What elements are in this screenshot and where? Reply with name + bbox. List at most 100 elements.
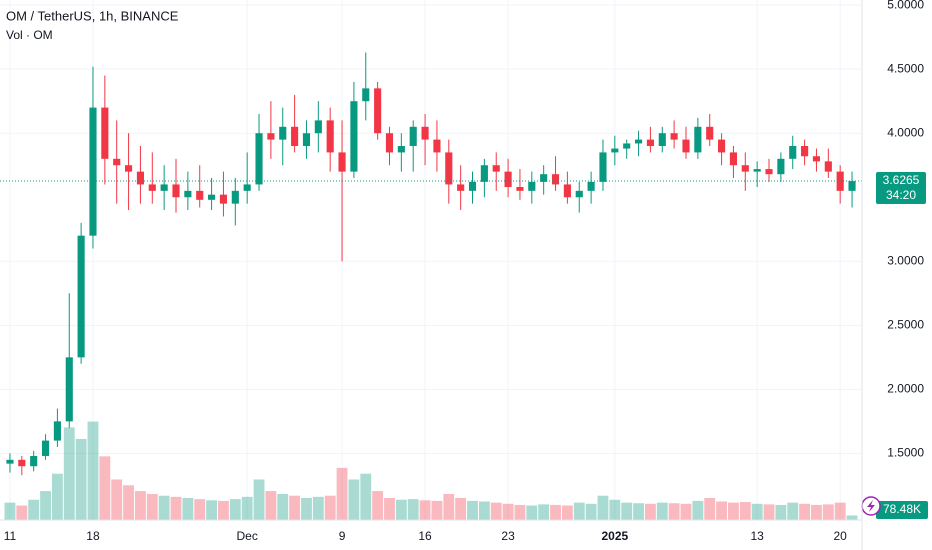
volume-bar — [301, 498, 312, 520]
candle-body — [291, 126, 299, 147]
volume-bar — [372, 491, 384, 520]
volume-bar — [656, 502, 668, 520]
candle-body — [433, 139, 441, 153]
grid — [0, 0, 862, 520]
candle-body — [718, 139, 726, 153]
volume-bar — [811, 504, 822, 520]
volume-bar — [573, 502, 585, 520]
volume-bar — [716, 501, 728, 520]
countdown-label: 34:20 — [886, 188, 916, 202]
candle-body — [706, 126, 714, 140]
volume-bar — [502, 503, 514, 520]
candle-body — [53, 421, 61, 441]
candle-body — [231, 190, 239, 204]
candle-body — [196, 190, 204, 200]
volume-bar — [134, 491, 146, 520]
candle-body — [30, 455, 38, 467]
candle-body — [528, 181, 536, 191]
candle-body — [670, 133, 678, 140]
candle-body — [765, 169, 773, 175]
candle-body — [468, 181, 477, 191]
last-price-box — [876, 172, 926, 205]
candle-body — [374, 88, 382, 134]
volume-bar — [194, 499, 206, 520]
y-tick-label: 2.0000 — [887, 382, 924, 396]
volume-bar — [455, 498, 467, 520]
candle-body — [314, 120, 322, 134]
candle-body — [551, 174, 560, 185]
x-tick-label: 13 — [750, 529, 764, 543]
volume-bar — [16, 505, 28, 520]
candle-body — [812, 156, 821, 162]
candle-body — [125, 165, 133, 172]
candle-body — [77, 235, 85, 358]
candle-body — [172, 184, 180, 198]
candle-body — [694, 126, 702, 153]
candle-body — [18, 459, 26, 467]
volume-bar — [514, 504, 526, 520]
volume-bar — [467, 500, 478, 520]
volume-bar — [312, 496, 324, 520]
volume-bar — [241, 496, 253, 520]
candle-body — [409, 126, 417, 147]
candle-body — [89, 107, 97, 236]
candle-body — [611, 148, 619, 153]
volume-bar — [87, 421, 99, 520]
candle-body — [492, 165, 500, 172]
candle-body — [101, 107, 109, 159]
volume-bar — [490, 502, 502, 520]
candle-body — [6, 459, 14, 464]
volume-bar — [111, 479, 123, 520]
volume-bar — [146, 493, 158, 520]
volume-bar — [668, 503, 680, 520]
candle-body — [516, 186, 524, 191]
x-tick-label: 18 — [86, 529, 100, 543]
volume-bar — [692, 500, 704, 520]
candle-body — [385, 133, 394, 153]
y-tick-label: 4.0000 — [887, 125, 924, 139]
x-tick-label: 23 — [501, 529, 515, 543]
volume-bar — [99, 456, 111, 520]
candle-body — [801, 146, 809, 157]
candle-body — [777, 158, 785, 175]
candle-body — [646, 139, 654, 147]
y-tick-label: 5.0000 — [887, 0, 924, 11]
volume-bar — [478, 501, 490, 520]
x-tick-label: 2025 — [601, 529, 628, 543]
candle-body — [136, 171, 144, 185]
volume-bar — [728, 502, 739, 520]
candle-body — [267, 133, 275, 140]
volume-bar — [561, 505, 573, 520]
volume-bar — [265, 491, 277, 520]
x-tick-label: Dec — [236, 529, 257, 543]
candle-body — [789, 146, 797, 159]
volume-bar — [799, 503, 811, 520]
x-tick-label: 11 — [4, 529, 17, 543]
volume-bar — [443, 493, 455, 520]
lightning-glyph — [867, 500, 875, 512]
volume-bar — [585, 503, 597, 520]
volume-bar — [40, 491, 51, 520]
volume-bar — [597, 495, 609, 520]
volume-bar — [846, 515, 858, 520]
volume-legend: Vol · OM — [6, 28, 53, 42]
candle-body — [219, 194, 228, 204]
candle-body — [563, 184, 571, 198]
candle-body — [302, 133, 311, 147]
y-tick-label: 2.5000 — [887, 317, 924, 331]
volume-bar — [229, 499, 241, 520]
volume-bar — [336, 467, 348, 520]
candle-body — [208, 194, 216, 200]
volume-bar — [775, 504, 787, 520]
volume-bar — [834, 502, 846, 520]
candle-body — [255, 133, 263, 185]
candle-body — [184, 190, 192, 198]
candle-body — [41, 440, 50, 456]
x-tick-label: 16 — [418, 529, 432, 543]
volume-bar — [431, 500, 443, 520]
volume-bar — [621, 502, 633, 520]
volume-bar — [63, 427, 75, 520]
volume-bar — [419, 500, 431, 520]
candle-body — [65, 357, 73, 422]
